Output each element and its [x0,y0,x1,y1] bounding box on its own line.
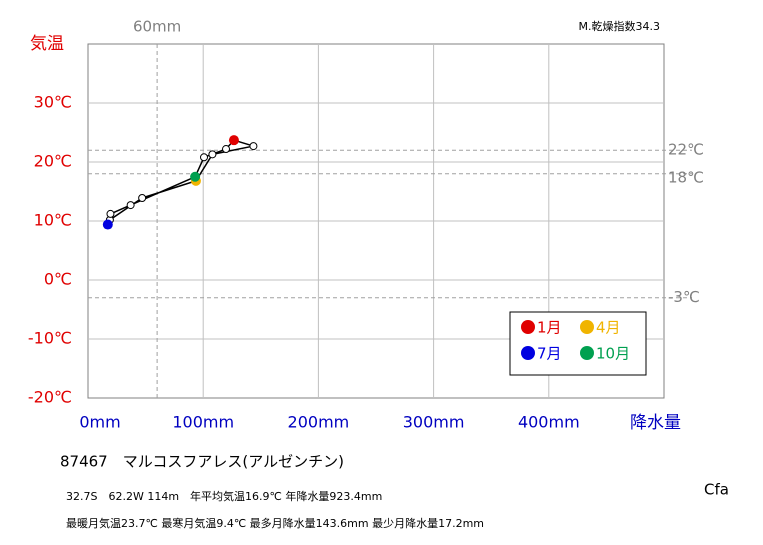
legend-marker [521,320,535,334]
legend-label: 10月 [596,345,630,363]
legend-label: 7月 [537,345,562,363]
station-info: 最暖月気温23.7℃ 最寒月気温9.4℃ 最多月降水量143.6mm 最少月降水… [66,516,484,530]
y-tick-label: 30℃ [34,93,72,112]
y-axis-title: 気温 [30,34,64,54]
y-tick-label: 0℃ [44,270,72,289]
climate-class: Cfa [704,481,729,499]
x-tick-label: 400mm [518,413,580,432]
legend-marker [580,320,594,334]
x-tick-label: 0mm [79,413,120,432]
station-name: 87467 マルコスフアレス(アルゼンチン) [60,453,344,471]
month-point [138,193,147,202]
reference-label: -3℃ [668,288,700,306]
legend-label: 1月 [537,319,562,337]
reference-label: 60mm [133,18,181,36]
legend-marker [521,346,535,360]
month-point [228,135,239,146]
month-point [249,142,258,151]
y-tick-label: -10℃ [28,329,72,348]
month-point [200,153,209,162]
month-point [102,219,113,230]
y-tick-label: 20℃ [34,152,72,171]
y-tick-label: 10℃ [34,211,72,230]
month-point [208,150,217,159]
month-point [106,209,115,218]
index-label: M.乾燥指数34.3 [579,19,660,33]
x-tick-label: 200mm [288,413,350,432]
x-axis-title: 降水量 [630,413,681,433]
station-info: 32.7S 62.2W 114m 年平均気温16.9℃ 年降水量923.4mm [66,489,382,503]
reference-label: 22℃ [668,141,704,159]
month-point [222,145,231,154]
legend-marker [580,346,594,360]
y-tick-label: -20℃ [28,388,72,407]
month-point [126,201,135,210]
x-tick-label: 100mm [172,413,234,432]
legend-label: 4月 [596,319,621,337]
x-tick-label: 300mm [403,413,465,432]
climate-line [107,139,254,225]
reference-label: 18℃ [668,168,704,186]
month-point [190,171,201,182]
